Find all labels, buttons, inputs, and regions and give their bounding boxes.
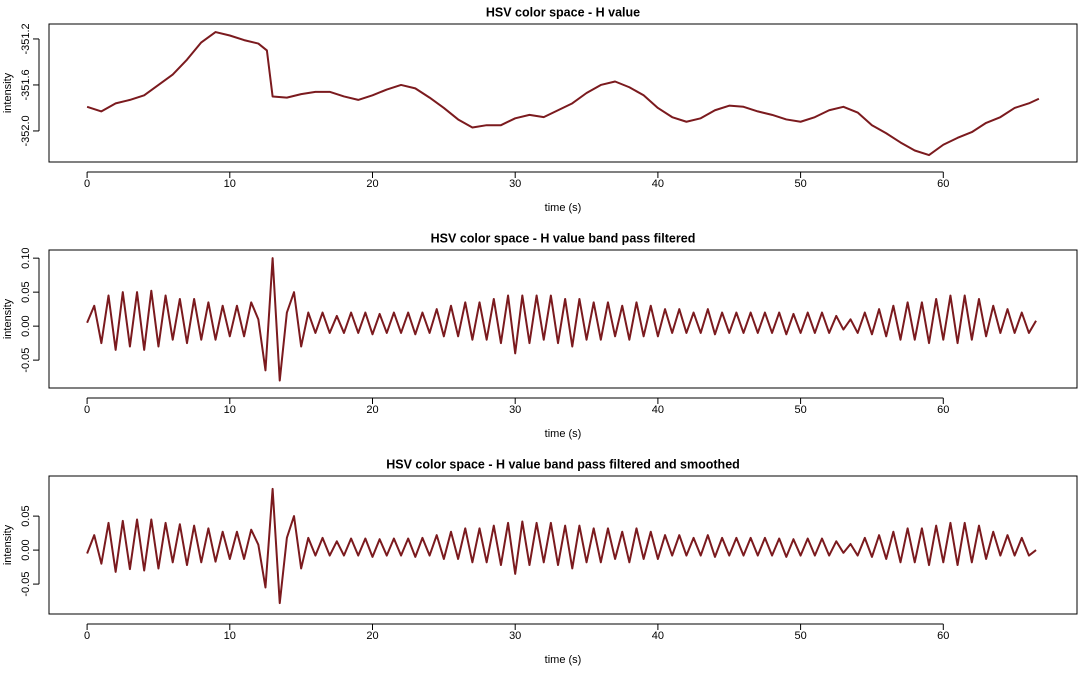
x-axis-label: time (s) [545,654,582,666]
x-tick-label: 30 [509,630,521,642]
x-tick-label: 0 [84,178,90,190]
x-tick-label: 60 [937,404,949,416]
x-tick-label: 30 [509,404,521,416]
y-tick-label: -0.05 [20,348,32,373]
data-line [86,487,1037,605]
chart-title: HSV color space - H value band pass filt… [431,231,696,245]
y-axis-label: intensity [2,298,14,339]
x-tick-label: 20 [366,404,378,416]
x-axis-label: time (s) [545,428,582,440]
y-axis-label: intensity [2,72,14,113]
chart-title: HSV color space - H value [486,5,640,19]
plot-box [48,249,1078,389]
x-tick-label: 50 [794,630,806,642]
y-axis-label: intensity [2,524,14,565]
data-line [86,31,1040,157]
y-tick-label: -352.0 [20,115,32,146]
x-tick-label: 20 [366,630,378,642]
y-tick-label: -0.05 [20,572,32,597]
x-tick-label: 10 [224,630,236,642]
x-tick-label: 0 [84,404,90,416]
y-tick-label: -351.2 [20,23,32,54]
x-tick-label: 60 [937,178,949,190]
y-tick-label: 0.05 [20,505,32,526]
y-tick-label: 0.05 [20,281,32,302]
x-tick-label: 10 [224,178,236,190]
x-tick-label: 50 [794,178,806,190]
x-tick-label: 20 [366,178,378,190]
x-tick-label: 50 [794,404,806,416]
x-tick-label: 40 [652,630,664,642]
y-tick-label: 0.00 [20,539,32,560]
data-line [86,257,1037,382]
x-tick-label: 10 [224,404,236,416]
x-axis-label: time (s) [545,202,582,214]
x-tick-label: 40 [652,178,664,190]
y-tick-label: -351.6 [20,69,32,100]
x-tick-label: 30 [509,178,521,190]
x-tick-label: 0 [84,630,90,642]
y-tick-label: 0.00 [20,315,32,336]
plot-box [48,475,1078,615]
chart-title: HSV color space - H value band pass filt… [386,457,740,471]
x-tick-label: 60 [937,630,949,642]
y-tick-label: 0.10 [20,247,32,268]
plot-box [48,23,1078,163]
x-tick-label: 40 [652,404,664,416]
